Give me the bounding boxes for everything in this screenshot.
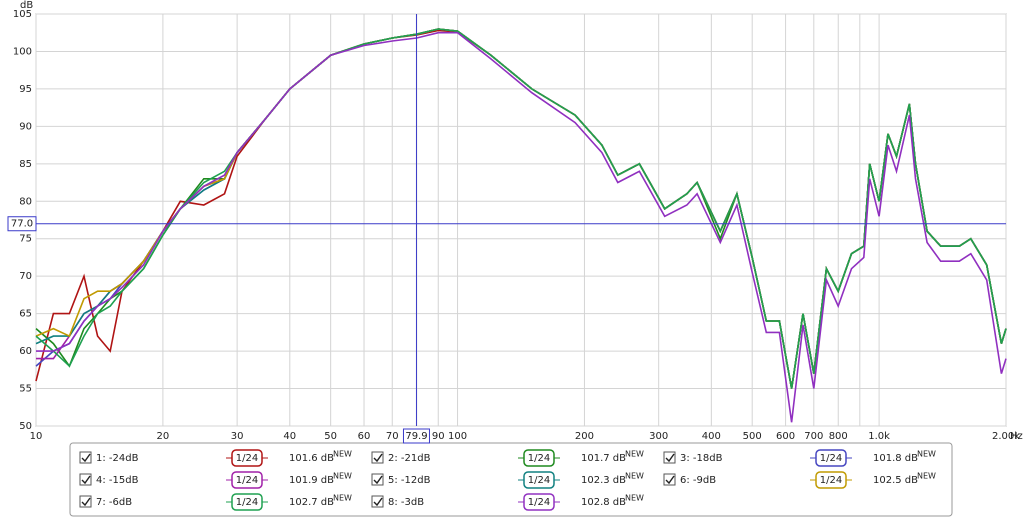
grid [35, 13, 1007, 427]
smoothing-icon [815, 471, 847, 489]
smoothing-icon [231, 493, 263, 511]
smoothing-label: 1/24 [820, 475, 842, 486]
cursor-label: 77.0 [11, 219, 33, 230]
smoothing-label: 1/24 [528, 475, 550, 486]
legend [69, 442, 953, 517]
plot-area [35, 13, 1007, 427]
check-mark [373, 453, 383, 463]
x-tick-label: 400 [702, 431, 721, 442]
x-unit: Hz [1010, 431, 1023, 442]
legend-level: 101.8 dB [873, 453, 918, 464]
check-mark [665, 453, 675, 463]
y-tick-label: 90 [19, 121, 32, 132]
legend-level: 101.6 dB [289, 453, 334, 464]
smoothing-icon [231, 471, 263, 489]
legend-name: 8: -3dB [388, 497, 424, 508]
x-tick-label: 100 [448, 431, 467, 442]
x-tick-label: 40 [283, 431, 296, 442]
y-tick-label: 85 [19, 159, 32, 170]
legend-level: 102.5 dB [873, 475, 918, 486]
smoothing-icon [523, 449, 555, 467]
check-mark [665, 475, 675, 485]
legend-badge: NEW [333, 494, 352, 503]
x-tick-label: 200 [575, 431, 594, 442]
legend-name: 7: -6dB [96, 497, 132, 508]
smoothing-icon [523, 493, 555, 511]
x-tick-label: 500 [743, 431, 762, 442]
x-tick-label: 700 [804, 431, 823, 442]
y-tick-label: 80 [19, 196, 32, 207]
legend-checkbox[interactable] [663, 451, 676, 464]
legend-checkbox[interactable] [371, 495, 384, 508]
legend-name: 2: -21dB [388, 453, 431, 464]
x-tick-label: 300 [649, 431, 668, 442]
smoothing-label: 1/24 [528, 497, 550, 508]
smoothing-label: 1/24 [528, 453, 550, 464]
x-tick-label: 60 [358, 431, 371, 442]
legend-badge: NEW [917, 450, 936, 459]
y-tick-label: 105 [13, 9, 32, 20]
cursor-label: 79.9 [405, 431, 427, 442]
x-tick-label: 10 [30, 431, 43, 442]
x-tick-label: 70 [386, 431, 399, 442]
smoothing-icon [523, 471, 555, 489]
legend-checkbox[interactable] [371, 451, 384, 464]
legend-level: 102.8 dB [581, 497, 626, 508]
legend-badge: NEW [333, 450, 352, 459]
check-mark [81, 497, 91, 507]
y-tick-label: 100 [13, 46, 32, 57]
smoothing-label: 1/24 [820, 453, 842, 464]
legend-checkbox[interactable] [79, 451, 92, 464]
y-tick-label: 70 [19, 271, 32, 282]
smoothing-icon [231, 449, 263, 467]
smoothing-label: 1/24 [236, 497, 258, 508]
legend-name: 6: -9dB [680, 475, 716, 486]
legend-name: 5: -12dB [388, 475, 431, 486]
legend-badge: NEW [625, 450, 644, 459]
check-mark [81, 453, 91, 463]
legend-name: 1: -24dB [96, 453, 139, 464]
y-tick-label: 95 [19, 84, 32, 95]
x-tick-label: 800 [829, 431, 848, 442]
cursor-box [402, 428, 430, 444]
legend-name: 4: -15dB [96, 475, 139, 486]
y-unit: dB [20, 0, 33, 11]
legend-level: 102.3 dB [581, 475, 626, 486]
cursor-box [7, 216, 37, 232]
y-tick-label: 75 [19, 234, 32, 245]
x-tick-label: 50 [324, 431, 337, 442]
legend-checkbox[interactable] [663, 473, 676, 486]
legend-checkbox[interactable] [371, 473, 384, 486]
legend-level: 102.7 dB [289, 497, 334, 508]
check-mark [373, 475, 383, 485]
smoothing-label: 1/24 [236, 475, 258, 486]
legend-badge: NEW [625, 494, 644, 503]
y-tick-label: 60 [19, 346, 32, 357]
y-tick-label: 55 [19, 384, 32, 395]
check-mark [373, 497, 383, 507]
x-tick-label: 30 [231, 431, 244, 442]
legend-checkbox[interactable] [79, 473, 92, 486]
legend-checkbox[interactable] [79, 495, 92, 508]
check-mark [81, 475, 91, 485]
x-tick-label: 20 [157, 431, 170, 442]
smoothing-label: 1/24 [236, 453, 258, 464]
y-tick-label: 65 [19, 309, 32, 320]
legend-name: 3: -18dB [680, 453, 723, 464]
x-tick-label: 600 [776, 431, 795, 442]
smoothing-icon [815, 449, 847, 467]
x-tick-label: 1.0k [868, 431, 890, 442]
legend-level: 101.9 dB [289, 475, 334, 486]
x-tick-label: 90 [432, 431, 445, 442]
y-tick-label: 50 [19, 421, 32, 432]
series-line [36, 31, 1007, 423]
legend-badge: NEW [333, 472, 352, 481]
legend-badge: NEW [917, 472, 936, 481]
legend-level: 101.7 dB [581, 453, 626, 464]
x-tick-label: 2.00k [992, 431, 1020, 442]
legend-badge: NEW [625, 472, 644, 481]
